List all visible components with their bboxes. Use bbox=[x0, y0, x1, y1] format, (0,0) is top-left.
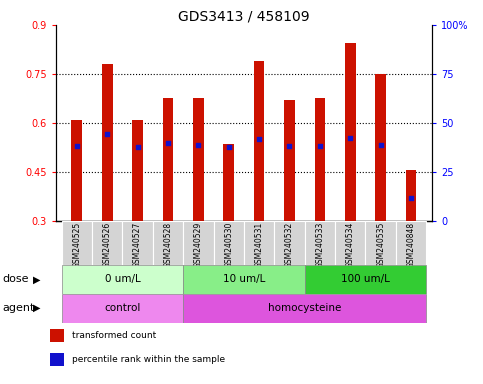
Text: GSM240527: GSM240527 bbox=[133, 222, 142, 268]
Bar bbox=[122, 221, 153, 265]
Bar bbox=[396, 221, 426, 265]
Text: GSM240526: GSM240526 bbox=[103, 222, 112, 268]
Text: 100 um/L: 100 um/L bbox=[341, 274, 390, 285]
Text: control: control bbox=[104, 303, 141, 313]
Point bbox=[134, 144, 142, 151]
Bar bbox=[274, 221, 305, 265]
Bar bbox=[132, 120, 143, 221]
Text: dose: dose bbox=[2, 274, 29, 285]
Text: GSM240534: GSM240534 bbox=[346, 222, 355, 268]
Text: GSM240532: GSM240532 bbox=[285, 222, 294, 268]
Point bbox=[255, 136, 263, 142]
Point bbox=[195, 142, 202, 148]
Bar bbox=[224, 144, 234, 221]
Point bbox=[225, 144, 233, 151]
Text: GSM240848: GSM240848 bbox=[407, 222, 415, 268]
Bar bbox=[71, 120, 82, 221]
Bar bbox=[284, 100, 295, 221]
Bar bbox=[62, 294, 183, 323]
Bar bbox=[183, 294, 426, 323]
Point bbox=[407, 195, 415, 201]
Bar bbox=[335, 221, 366, 265]
Text: GSM240535: GSM240535 bbox=[376, 222, 385, 268]
Text: GSM240529: GSM240529 bbox=[194, 222, 203, 268]
Title: GDS3413 / 458109: GDS3413 / 458109 bbox=[178, 10, 310, 24]
Text: GSM240531: GSM240531 bbox=[255, 222, 264, 268]
Bar bbox=[345, 43, 355, 221]
Bar bbox=[314, 98, 325, 221]
Point bbox=[377, 142, 384, 148]
Bar bbox=[254, 61, 264, 221]
Bar bbox=[62, 221, 92, 265]
Bar bbox=[183, 265, 305, 294]
Text: 10 um/L: 10 um/L bbox=[223, 274, 265, 285]
Bar bbox=[366, 221, 396, 265]
Point bbox=[346, 135, 354, 141]
Point bbox=[103, 131, 111, 137]
Bar bbox=[305, 221, 335, 265]
Point bbox=[285, 143, 293, 149]
Text: percentile rank within the sample: percentile rank within the sample bbox=[71, 354, 225, 364]
Text: GSM240525: GSM240525 bbox=[72, 222, 81, 268]
Text: transformed count: transformed count bbox=[71, 331, 156, 340]
Text: ▶: ▶ bbox=[32, 274, 40, 285]
Text: GSM240530: GSM240530 bbox=[224, 222, 233, 268]
Bar bbox=[213, 221, 244, 265]
Bar bbox=[62, 265, 183, 294]
Point bbox=[164, 140, 172, 146]
Text: ▶: ▶ bbox=[32, 303, 40, 313]
Bar bbox=[163, 98, 173, 221]
Bar bbox=[244, 221, 274, 265]
Bar bbox=[183, 221, 213, 265]
Point bbox=[316, 143, 324, 149]
Bar bbox=[92, 221, 122, 265]
Bar bbox=[50, 329, 64, 342]
Text: agent: agent bbox=[2, 303, 35, 313]
Point bbox=[73, 143, 81, 149]
Text: GSM240533: GSM240533 bbox=[315, 222, 325, 268]
Bar bbox=[305, 265, 426, 294]
Bar bbox=[406, 170, 416, 221]
Bar bbox=[102, 64, 113, 221]
Text: GSM240528: GSM240528 bbox=[163, 222, 172, 268]
Bar bbox=[50, 353, 64, 366]
Bar bbox=[193, 98, 204, 221]
Bar bbox=[153, 221, 183, 265]
Text: 0 um/L: 0 um/L bbox=[104, 274, 140, 285]
Bar bbox=[375, 74, 386, 221]
Text: homocysteine: homocysteine bbox=[268, 303, 341, 313]
